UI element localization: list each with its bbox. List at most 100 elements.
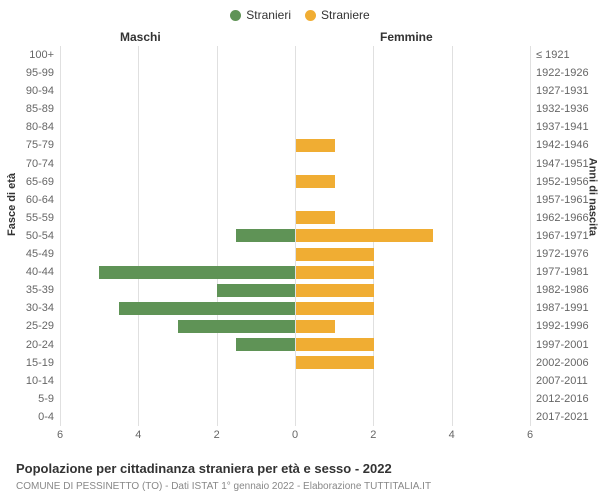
age-row: 45-491972-1976 [60, 245, 530, 263]
age-label: 0-4 [4, 408, 54, 426]
chart-container: Stranieri Straniere Maschi Femmine Fasce… [0, 0, 600, 500]
age-label: 70-74 [4, 155, 54, 173]
plot-area: 6420246100+≤ 192195-991922-192690-941927… [60, 46, 530, 426]
age-row: 50-541967-1971 [60, 227, 530, 245]
age-label: 45-49 [4, 245, 54, 263]
bar-male [236, 338, 295, 351]
age-row: 70-741947-1951 [60, 155, 530, 173]
bar-female [296, 175, 335, 188]
age-label: 20-24 [4, 336, 54, 354]
bar-male [119, 302, 295, 315]
x-tick-label: 6 [57, 429, 63, 441]
age-label: 85-89 [4, 100, 54, 118]
birth-year-label: 2007-2011 [536, 372, 596, 390]
birth-year-label: 1962-1966 [536, 209, 596, 227]
bar-female [296, 211, 335, 224]
bar-female [296, 284, 374, 297]
birth-year-label: 1947-1951 [536, 155, 596, 173]
bar-male [236, 229, 295, 242]
age-row: 0-42017-2021 [60, 408, 530, 426]
age-label: 35-39 [4, 281, 54, 299]
birth-year-label: 2002-2006 [536, 354, 596, 372]
birth-year-label: 1932-1936 [536, 100, 596, 118]
age-label: 75-79 [4, 136, 54, 154]
age-label: 15-19 [4, 354, 54, 372]
main-title: Popolazione per cittadinanza straniera p… [16, 461, 392, 476]
birth-year-label: 1977-1981 [536, 263, 596, 281]
age-label: 30-34 [4, 299, 54, 317]
birth-year-label: 1997-2001 [536, 336, 596, 354]
bar-female [296, 266, 374, 279]
age-row: 35-391982-1986 [60, 281, 530, 299]
age-row: 85-891932-1936 [60, 100, 530, 118]
birth-year-label: 1942-1946 [536, 136, 596, 154]
legend-item-male: Stranieri [230, 8, 291, 22]
age-row: 10-142007-2011 [60, 372, 530, 390]
legend-label-male: Stranieri [246, 8, 291, 22]
age-row: 20-241997-2001 [60, 336, 530, 354]
legend-label-female: Straniere [321, 8, 370, 22]
age-row: 60-641957-1961 [60, 191, 530, 209]
birth-year-label: 1967-1971 [536, 227, 596, 245]
age-label: 60-64 [4, 191, 54, 209]
age-label: 50-54 [4, 227, 54, 245]
bar-female [296, 139, 335, 152]
birth-year-label: 1982-1986 [536, 281, 596, 299]
age-row: 95-991922-1926 [60, 64, 530, 82]
age-label: 5-9 [4, 390, 54, 408]
sub-title: COMUNE DI PESSINETTO (TO) - Dati ISTAT 1… [16, 481, 431, 492]
x-tick-label: 2 [214, 429, 220, 441]
age-row: 65-691952-1956 [60, 173, 530, 191]
bar-male [99, 266, 295, 279]
birth-year-label: 1922-1926 [536, 64, 596, 82]
bar-female [296, 302, 374, 315]
bar-female [296, 229, 433, 242]
birth-year-label: ≤ 1921 [536, 46, 596, 64]
age-label: 80-84 [4, 118, 54, 136]
age-row: 90-941927-1931 [60, 82, 530, 100]
x-tick-label: 4 [449, 429, 455, 441]
age-label: 40-44 [4, 263, 54, 281]
col-header-male: Maschi [120, 30, 161, 44]
age-row: 25-291992-1996 [60, 317, 530, 335]
x-tick-label: 0 [292, 429, 298, 441]
birth-year-label: 1937-1941 [536, 118, 596, 136]
age-label: 100+ [4, 46, 54, 64]
age-row: 5-92012-2016 [60, 390, 530, 408]
age-row: 40-441977-1981 [60, 263, 530, 281]
birth-year-label: 1972-1976 [536, 245, 596, 263]
birth-year-label: 2017-2021 [536, 408, 596, 426]
age-label: 25-29 [4, 317, 54, 335]
age-label: 55-59 [4, 209, 54, 227]
swatch-male [230, 10, 241, 21]
birth-year-label: 1987-1991 [536, 299, 596, 317]
bar-male [178, 320, 296, 333]
age-label: 95-99 [4, 64, 54, 82]
legend-item-female: Straniere [305, 8, 370, 22]
age-label: 10-14 [4, 372, 54, 390]
grid-line [530, 46, 531, 426]
x-tick-label: 4 [135, 429, 141, 441]
legend: Stranieri Straniere [0, 8, 600, 22]
birth-year-label: 1992-1996 [536, 317, 596, 335]
age-label: 90-94 [4, 82, 54, 100]
age-label: 65-69 [4, 173, 54, 191]
swatch-female [305, 10, 316, 21]
bar-female [296, 248, 374, 261]
bar-male [217, 284, 295, 297]
x-tick-label: 2 [370, 429, 376, 441]
birth-year-label: 2012-2016 [536, 390, 596, 408]
bar-female [296, 320, 335, 333]
age-row: 15-192002-2006 [60, 354, 530, 372]
birth-year-label: 1957-1961 [536, 191, 596, 209]
birth-year-label: 1927-1931 [536, 82, 596, 100]
x-tick-label: 6 [527, 429, 533, 441]
birth-year-label: 1952-1956 [536, 173, 596, 191]
age-row: 55-591962-1966 [60, 209, 530, 227]
bar-female [296, 356, 374, 369]
col-header-female: Femmine [380, 30, 433, 44]
age-row: 100+≤ 1921 [60, 46, 530, 64]
bar-female [296, 338, 374, 351]
age-row: 80-841937-1941 [60, 118, 530, 136]
age-row: 30-341987-1991 [60, 299, 530, 317]
